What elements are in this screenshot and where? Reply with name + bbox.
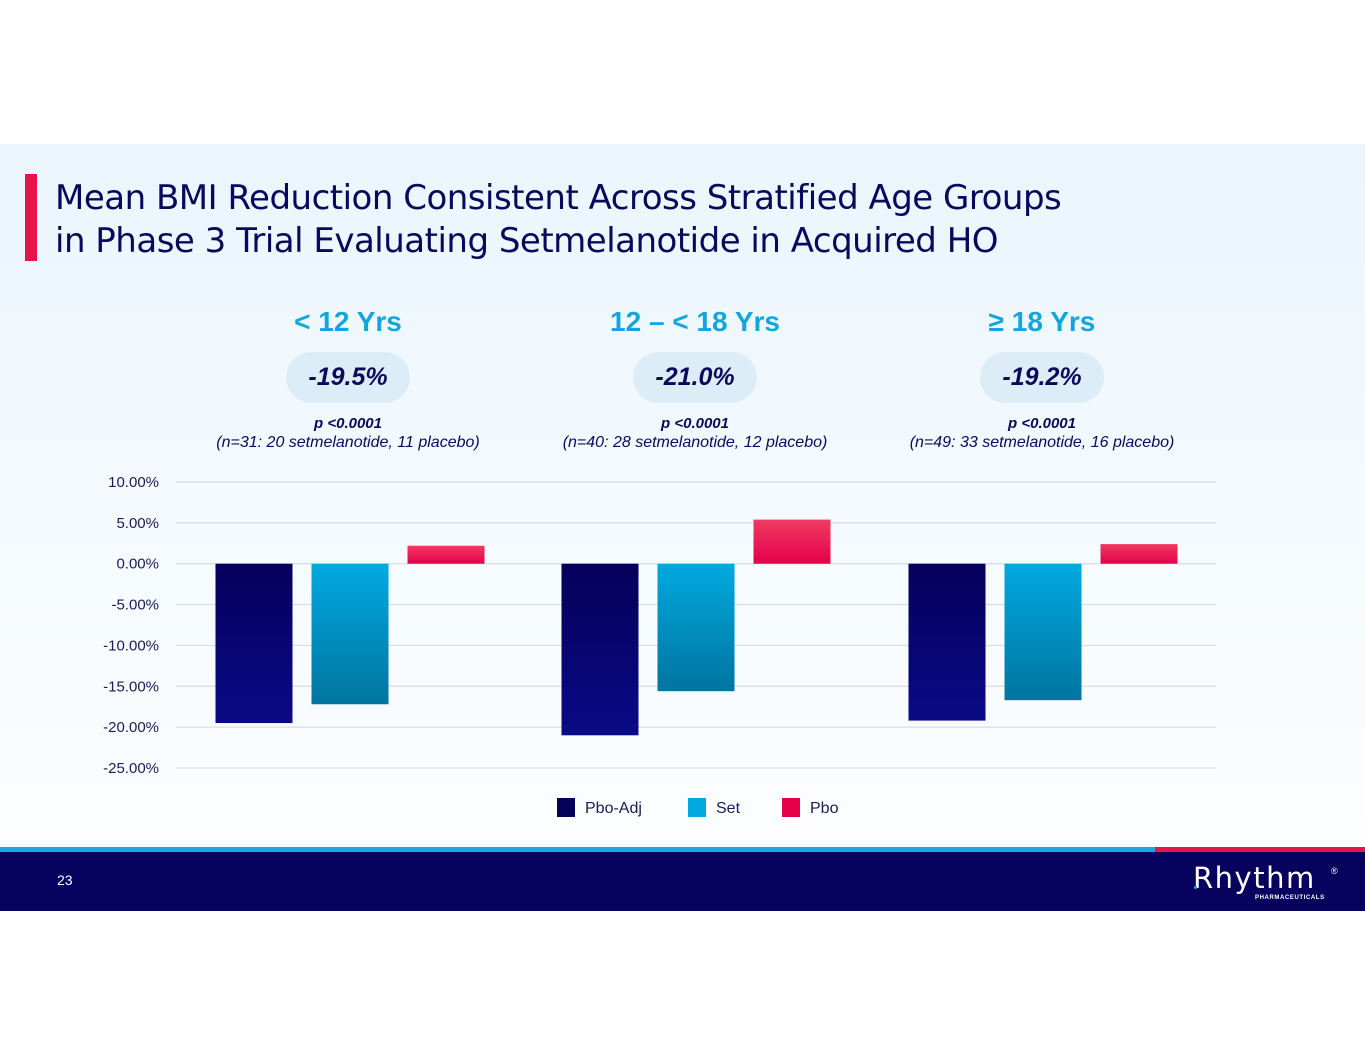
p-value: p <0.0001 [1008,415,1076,432]
slide-title: Mean BMI Reduction Consistent Across Str… [55,177,1062,263]
effect-badge: -19.2% [980,352,1104,403]
footer-bar: 23 Rhythm ® PHARMACEUTICALS [0,852,1365,911]
p-value: p <0.0001 [314,415,382,432]
title-line-1: Mean BMI Reduction Consistent Across Str… [55,178,1062,218]
legend-label-set: Set [716,800,741,817]
y-tick-label: 5.00% [116,515,159,532]
footer-stripe-cyan [0,847,1155,852]
legend-label-pbo: Pbo [810,800,839,817]
p-value: p <0.0001 [661,415,729,432]
y-tick-label: 10.00% [108,474,159,491]
title-line-2: in Phase 3 Trial Evaluating Setmelanotid… [55,221,999,261]
logo-wordmark: Rhythm [1193,861,1316,895]
age-group-label: 12 – < 18 Yrs [610,306,780,337]
y-tick-label: 0.00% [116,556,159,573]
footer-stripe-red [1155,847,1365,852]
bar-pbo-group-3 [1100,544,1178,564]
bar-pbo-group-2 [753,519,831,564]
page-number: 23 [57,872,73,888]
title-accent-bar [25,174,37,261]
y-tick-label: -15.00% [103,678,159,695]
registered-mark: ® [1331,866,1338,876]
slide: Mean BMI Reduction Consistent Across Str… [0,144,1365,912]
legend-label-pbo-adj: Pbo-Adj [585,800,642,817]
legend-swatch-pbo-adj [557,798,575,817]
legend-swatch-pbo [782,798,800,817]
y-tick-label: -5.00% [111,597,159,614]
legend-swatch-set [688,798,706,817]
age-group-label: ≥ 18 Yrs [988,306,1096,337]
bar-pbo-adj-group-3 [908,563,986,721]
legend: Pbo-Adj Set Pbo [557,798,839,817]
effect-badge: -21.0% [633,352,757,403]
sample-size: (n=40: 28 setmelanotide, 12 placebo) [562,434,828,451]
sample-size: (n=31: 20 setmelanotide, 11 placebo) [216,434,480,451]
bar-pbo-adj-group-1 [215,563,293,724]
bar-set-group-1 [311,563,389,705]
y-axis-ticks: 10.00% 5.00% 0.00% -5.00% -10.00% -15.00% -20.… [103,474,159,777]
logo-subtitle: PHARMACEUTICALS [1255,895,1325,901]
bar-pbo-group-1 [407,545,485,564]
bmi-bar-chart: 10.00% 5.00% 0.00% -5.00% -10.00% -15.00% -20.… [103,474,1216,817]
logo-dot-icon [1194,886,1197,889]
bar-set-group-2 [657,563,735,692]
y-tick-label: -20.00% [103,719,159,736]
y-tick-label: -25.00% [103,760,159,777]
rhythm-logo: Rhythm ® PHARMACEUTICALS [1193,862,1343,904]
bar-pbo-adj-group-2 [561,563,639,736]
bar-set-group-3 [1004,563,1082,701]
effect-badge: -19.5% [286,352,410,403]
sample-size: (n=49: 33 setmelanotide, 16 placebo) [909,434,1175,451]
y-tick-label: -10.00% [103,637,159,654]
bars [215,519,1178,736]
age-group-label: < 12 Yrs [294,306,402,337]
